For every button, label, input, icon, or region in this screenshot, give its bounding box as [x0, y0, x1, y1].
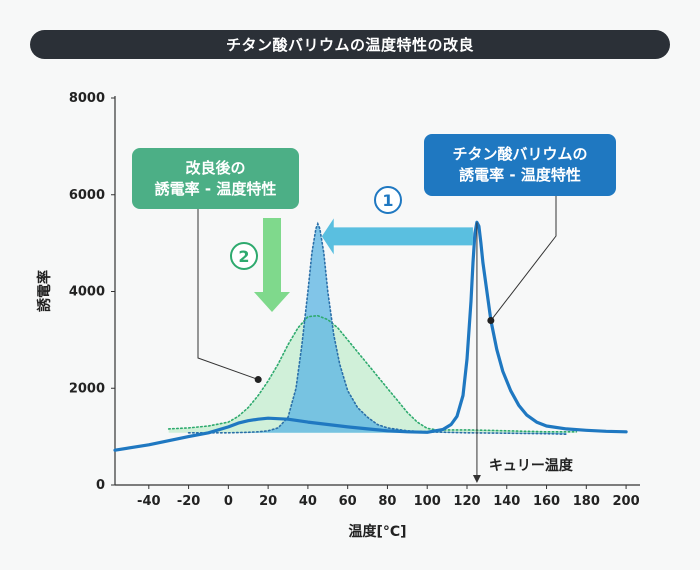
improved-box-line2: 誘電率 - 温度特性	[154, 179, 277, 198]
y-axis-title: 誘電率	[36, 270, 53, 312]
x-tick-label: 0	[224, 494, 233, 509]
original-characteristic-box: チタン酸バリウムの 誘電率 - 温度特性	[424, 134, 616, 196]
original-box-line2: 誘電率 - 温度特性	[459, 166, 581, 184]
improved-box-line1: 改良後の	[185, 158, 246, 177]
shift-left-arrow	[321, 218, 473, 255]
x-tick-label: 140	[493, 494, 520, 509]
step2-circle	[230, 242, 258, 270]
improved-leader-dot	[254, 376, 262, 384]
x-tick-label: 200	[613, 494, 640, 509]
curie-arrowhead	[472, 475, 481, 483]
x-tick-label: -40	[137, 494, 161, 509]
chart-title: チタン酸バリウムの温度特性の改良	[225, 36, 474, 54]
original-leader-line	[490, 196, 557, 321]
chart-title-bar: チタン酸バリウムの温度特性の改良	[30, 30, 670, 59]
x-tick-label: 80	[378, 494, 396, 509]
y-tick-label: 4000	[69, 285, 105, 300]
original-curve	[113, 220, 628, 452]
improved-broad-line	[167, 314, 578, 433]
y-tick-label: 8000	[69, 91, 105, 106]
original-box-line1: チタン酸バリウムの	[452, 145, 588, 163]
broaden-down-arrow	[254, 218, 290, 312]
curie-label: キュリー温度	[489, 457, 574, 474]
improved-leader-line	[197, 209, 259, 381]
x-tick-label: -20	[177, 494, 201, 509]
step2-label: 2	[238, 247, 249, 266]
improved-characteristic-box: 改良後の 誘電率 - 温度特性	[132, 148, 299, 209]
x-tick-label: 180	[573, 494, 600, 509]
improved-broad-area	[168, 315, 577, 433]
step1-circle	[374, 186, 402, 214]
x-axis-title: 温度[°C]	[348, 523, 406, 540]
y-tick-label: 6000	[69, 188, 105, 203]
y-tick-label: 2000	[69, 381, 105, 396]
y-tick-label: 0	[96, 478, 105, 493]
x-tick-label: 20	[259, 494, 277, 509]
x-tick-label: 40	[299, 494, 317, 509]
original-leader-dot	[487, 317, 495, 325]
step1-label: 1	[382, 191, 393, 210]
x-tick-label: 100	[414, 494, 441, 509]
x-tick-label: 120	[453, 494, 480, 509]
x-tick-label: 160	[533, 494, 560, 509]
x-tick-label: 60	[339, 494, 357, 509]
